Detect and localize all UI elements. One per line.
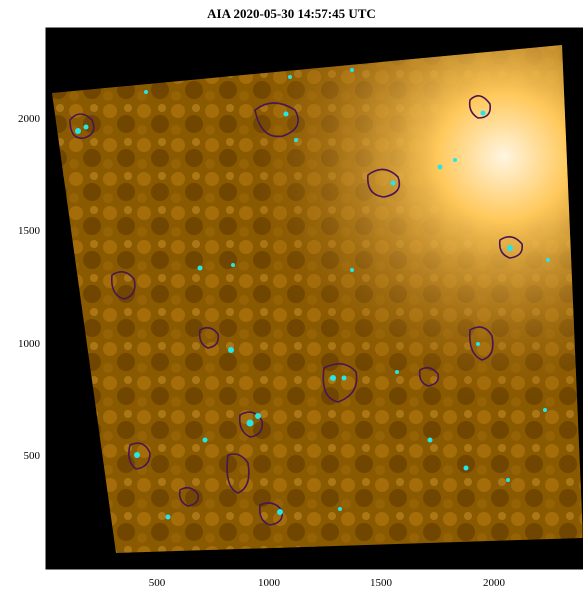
- point: [506, 478, 510, 482]
- x-tick-label: 1500: [370, 577, 393, 589]
- contour-group: [69, 95, 524, 526]
- point: [294, 138, 298, 142]
- point: [288, 75, 292, 79]
- point: [453, 158, 457, 162]
- point-group: [75, 68, 550, 520]
- contour: [258, 502, 284, 526]
- point: [437, 164, 443, 170]
- point: [330, 375, 336, 381]
- point: [134, 452, 140, 458]
- contour: [322, 363, 358, 403]
- point: [395, 370, 399, 374]
- point: [350, 68, 354, 72]
- point: [480, 110, 486, 116]
- point: [231, 263, 235, 267]
- point: [83, 124, 89, 130]
- x-tick-label: 500: [149, 577, 166, 589]
- contour: [498, 236, 524, 259]
- point: [165, 514, 171, 520]
- y-tick-label: 1500: [18, 225, 41, 237]
- contour: [367, 168, 401, 198]
- point: [338, 507, 342, 511]
- point: [543, 408, 547, 412]
- contour: [178, 486, 200, 507]
- contour: [468, 95, 492, 119]
- point: [277, 509, 283, 515]
- point: [341, 375, 347, 381]
- point: [476, 342, 480, 346]
- point: [202, 437, 208, 443]
- point: [144, 90, 148, 94]
- point: [283, 111, 289, 117]
- point: [75, 128, 81, 134]
- contour: [468, 326, 494, 361]
- point: [507, 245, 513, 251]
- y-tick-label: 500: [24, 450, 41, 462]
- solar-image-brightening: [52, 45, 583, 553]
- contour: [198, 326, 220, 349]
- contour: [238, 411, 264, 438]
- point: [427, 437, 433, 443]
- point: [246, 419, 254, 427]
- contour: [226, 453, 250, 494]
- y-axis-ticks: [46, 117, 51, 456]
- point: [228, 347, 234, 353]
- point: [463, 465, 469, 471]
- y-tick-label: 2000: [18, 113, 41, 125]
- point: [546, 258, 550, 262]
- contour: [110, 271, 136, 300]
- point: [350, 268, 354, 272]
- x-tick-label: 2000: [483, 577, 506, 589]
- point: [197, 265, 203, 271]
- contour: [254, 102, 299, 138]
- point: [390, 180, 396, 186]
- contour: [418, 366, 440, 387]
- plot-title: AIA 2020-05-30 14:57:45 UTC: [207, 6, 376, 21]
- plot-frame: [45, 27, 583, 570]
- x-tick-label: 1000: [258, 577, 281, 589]
- point: [255, 413, 261, 419]
- y-tick-label: 1000: [18, 338, 41, 350]
- contour: [69, 113, 95, 139]
- contour: [128, 442, 151, 470]
- x-axis-ticks: [156, 28, 495, 569]
